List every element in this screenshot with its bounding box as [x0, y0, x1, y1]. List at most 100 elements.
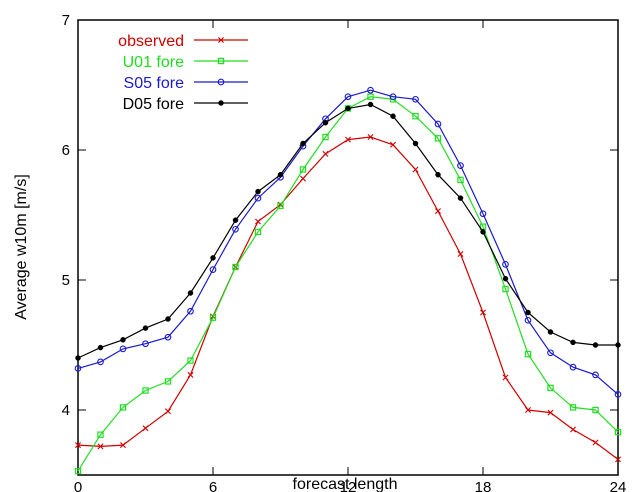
data-point: [502, 285, 509, 293]
data-point: [547, 409, 554, 416]
data-point: [570, 426, 576, 433]
data-point: [435, 208, 441, 215]
data-point: [187, 371, 194, 378]
y-tick-label: 7: [62, 12, 70, 29]
data-point: [345, 105, 351, 112]
data-point: [412, 112, 419, 120]
data-point: [254, 228, 262, 236]
x-tick-label: 12: [340, 479, 357, 492]
data-point: [479, 210, 487, 218]
data-point: [367, 101, 374, 108]
legend-label: observed: [118, 33, 184, 50]
series-line: [77, 89, 619, 395]
data-point: [210, 255, 216, 261]
data-point: [480, 309, 486, 316]
data-point: [525, 309, 531, 316]
data-point: [187, 290, 194, 296]
x-axis-label: forecast length: [293, 476, 398, 492]
data-point: [344, 93, 352, 101]
series-d05-fore: [75, 101, 621, 361]
data-point: [75, 355, 81, 361]
data-point: [502, 374, 509, 381]
data-point: [615, 342, 621, 348]
data-point: [232, 263, 239, 271]
data-point: [97, 358, 104, 366]
data-point: [457, 251, 464, 257]
legend-marker: [217, 78, 225, 86]
data-point: [615, 456, 621, 463]
data-point: [209, 314, 217, 321]
data-point: [74, 467, 82, 475]
data-point: [209, 266, 217, 273]
series-observed: [75, 134, 621, 463]
data-point: [345, 136, 351, 143]
y-tick-label: 4: [62, 402, 70, 419]
data-point: [457, 195, 464, 201]
data-point: [142, 425, 149, 432]
data-point: [119, 345, 127, 353]
data-point: [232, 225, 239, 233]
series-line: [77, 96, 619, 472]
data-point: [165, 408, 171, 415]
data-point: [412, 166, 419, 173]
data-point: [524, 350, 532, 358]
legend-label: D05 fore: [123, 96, 184, 113]
data-point: [614, 428, 622, 436]
series-u01-fore: [74, 93, 622, 475]
series-line: [77, 103, 618, 359]
data-point: [119, 404, 127, 411]
data-point: [164, 378, 172, 385]
data-point: [547, 329, 554, 335]
data-point: [389, 93, 397, 101]
data-point: [367, 86, 374, 94]
data-point: [97, 431, 104, 438]
data-point: [254, 194, 262, 202]
data-point: [299, 166, 307, 173]
data-point: [525, 407, 531, 413]
series-line: [77, 136, 619, 460]
series-s05-fore: [74, 86, 622, 398]
data-point: [457, 176, 464, 184]
data-point: [367, 93, 374, 100]
legend-marker: [217, 57, 225, 65]
data-point: [592, 342, 599, 348]
data-point: [187, 307, 194, 315]
legend-marker: [218, 37, 224, 43]
legend-item: U01 fore: [123, 54, 248, 71]
data-point: [120, 337, 126, 343]
data-point: [434, 135, 442, 142]
data-point: [187, 357, 194, 364]
legend-marker: [218, 100, 224, 106]
x-tick-label: 0: [74, 479, 82, 492]
data-point: [232, 217, 239, 223]
data-point: [142, 340, 149, 348]
data-point: [480, 229, 486, 235]
data-point: [142, 387, 149, 394]
x-tick-label: 18: [475, 479, 492, 492]
data-point: [97, 344, 104, 351]
data-point: [547, 349, 554, 357]
data-point: [412, 140, 419, 147]
data-point: [547, 384, 554, 392]
data-point: [322, 150, 329, 157]
y-tick-label: 5: [62, 272, 70, 289]
data-point: [390, 113, 396, 119]
data-point: [255, 218, 261, 225]
x-tick-label: 6: [209, 479, 217, 492]
data-point: [142, 325, 149, 331]
data-point: [592, 406, 599, 414]
x-tick-label: 24: [610, 479, 627, 492]
axis-ticks: 0 6 12 18 24 4 5 6 7: [62, 12, 627, 492]
legend-item: D05 fore: [123, 96, 248, 113]
y-tick-label: 6: [62, 142, 70, 159]
data-point: [434, 120, 442, 128]
legend-label: S05 fore: [124, 75, 185, 92]
data-point: [502, 275, 509, 282]
legend-item: S05 fore: [124, 75, 248, 92]
data-point: [569, 404, 577, 411]
data-point: [75, 442, 81, 449]
data-point: [322, 119, 329, 126]
legend: observed U01 fore S05 fore D05 fore: [118, 33, 248, 113]
legend-item: observed: [118, 33, 248, 50]
